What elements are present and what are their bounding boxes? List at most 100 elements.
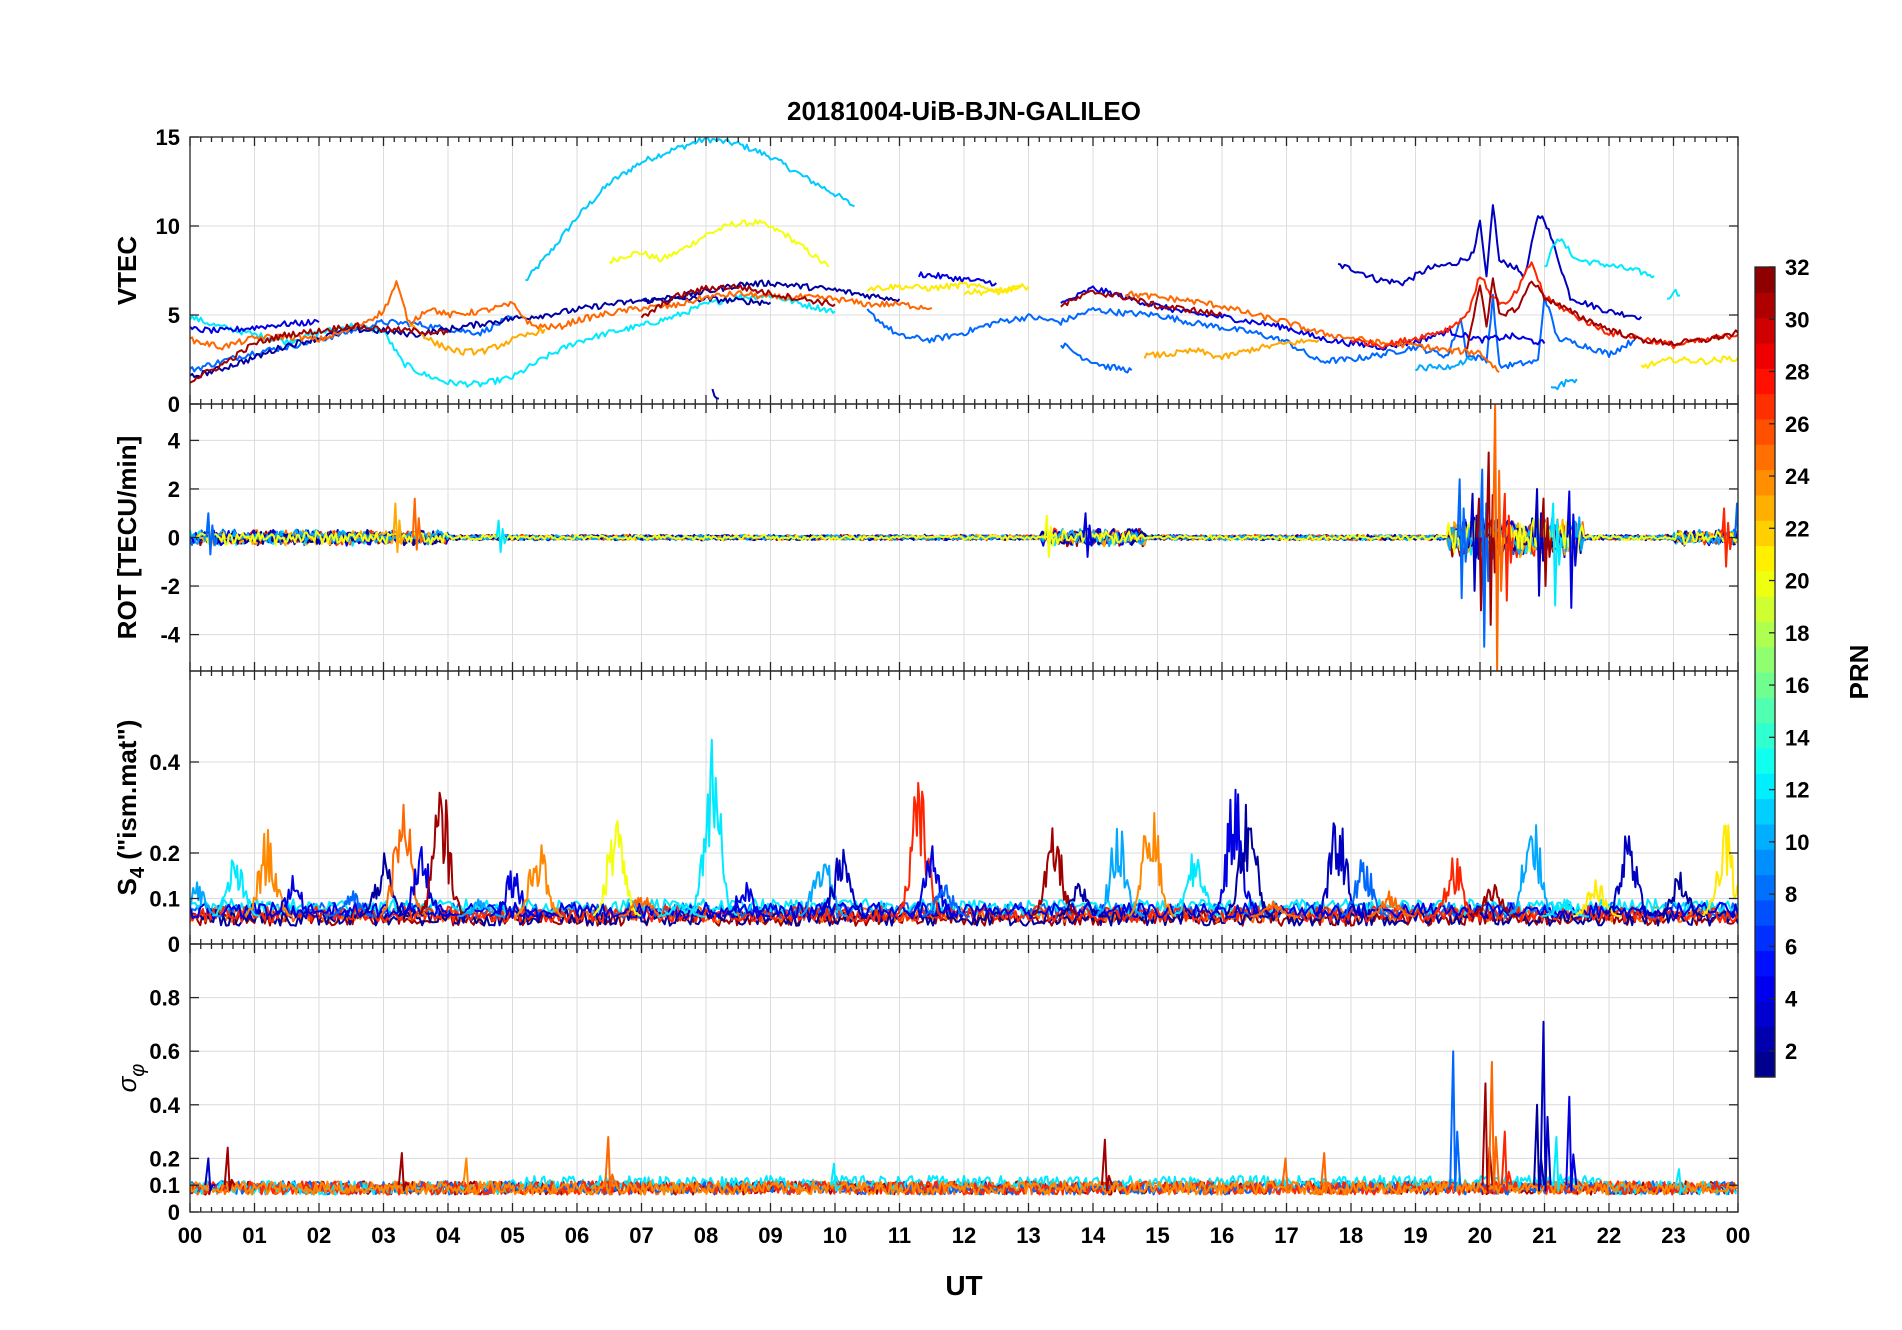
s4-peak [895,781,945,917]
s4-peak [515,844,564,918]
vtec-series-prn8 [1060,342,1133,374]
x-tick-label: 05 [500,1223,524,1248]
sigphi-spike [1500,1130,1513,1192]
s4-peak [618,896,667,918]
vtec-series-prn11 [525,137,855,282]
sigphi-spike [204,1157,216,1192]
colorbar-swatch [1755,823,1775,850]
panel-s4: 00.10.20.4S4 ("ism.mat") [112,670,1739,957]
colorbar-swatch [1755,570,1775,597]
colorbar-swatch [1755,899,1775,926]
sigphi-spike [1674,1168,1687,1192]
x-tick-label: 01 [242,1223,266,1248]
x-tick-label: 20 [1468,1223,1492,1248]
s4-peak [1573,879,1622,918]
colorbar-tick-label: 6 [1785,934,1797,959]
x-tick-label: 10 [823,1223,847,1248]
s4-peak [657,902,706,918]
s4-peak [1057,882,1106,918]
vtec-series-prn25 [190,280,933,351]
colorbar-swatch [1755,1001,1775,1027]
s4-peak [1224,803,1274,918]
y-tick-label: 0.1 [149,887,180,912]
s4-peak [1096,827,1145,917]
panel-rot: -4 -2 0 2 4 ROT [TECU/min] [112,403,1739,672]
y-tick-label: 15 [156,125,180,150]
x-tick-label: 06 [565,1223,589,1248]
vtec-series-prn3 [1337,204,1643,321]
y-label-sub: 4 [127,866,149,878]
y-tick-label: 0 [168,392,180,417]
colorbar-swatch [1755,747,1775,774]
x-tick-label: 17 [1274,1223,1298,1248]
s4-peak [1340,859,1390,918]
y-tick-label: 2 [168,477,180,502]
colorbar-swatch [1755,520,1775,547]
x-ticks-rot [189,404,1739,671]
grid-vtec [190,137,1738,404]
colorbar-swatch [1755,494,1775,521]
s4-peak [360,852,409,918]
sigphi-spike [223,1146,236,1192]
series-rot [190,404,1738,671]
y-tick-label: -4 [160,623,180,648]
x-tick-label: 21 [1532,1223,1556,1248]
colorbar-swatch [1755,368,1775,395]
x-tick-label: 19 [1403,1223,1427,1248]
vtec-series-prn31 [1466,277,1738,350]
vtec-series-prn31 [640,283,836,319]
colorbar-tick-label: 26 [1785,412,1809,437]
s4-peak [721,881,771,918]
x-tick-label: 00 [1726,1223,1750,1248]
rot-event [1485,451,1498,626]
colorbar-tick-label: 24 [1785,464,1810,489]
vtec-series-prn12 [1667,288,1681,300]
x-ticks-sigphi [189,944,1739,1212]
y-label-main: S [112,878,142,895]
vtec-series-prn31 [1060,289,1223,317]
colorbar-swatch [1755,621,1775,648]
rot-event [1469,492,1482,592]
x-tick-label: 12 [952,1223,976,1248]
s4-baseline-prn4 [190,901,1738,920]
colorbar-tick-label: 18 [1785,621,1809,646]
rot-event [1501,492,1514,602]
colorbar-swatch [1755,697,1775,724]
colorbar-swatch [1755,646,1775,673]
y-axis-label-sigphi: σφ [112,1064,149,1093]
colorbar-tick-label: 10 [1785,830,1809,855]
panel-sigphi: 00.10.2 0.4 0.6 0.8 σφ 00 01 02 03 04 05 06 07 08 09 10… [112,943,1750,1248]
vtec-series-prn21 [866,281,1030,294]
chart-title: 20181004-UiB-BJN-GALILEO [787,96,1141,126]
colorbar-tick-label: 4 [1785,987,1798,1012]
vtec-series-prn23 [408,323,546,356]
y-tick-label: 4 [168,428,181,453]
colorbar-swatch [1755,292,1775,319]
colorbar-tick-label: 2 [1785,1039,1797,1064]
sigphi-spike [397,1152,410,1192]
vtec-series-prn12 [1544,238,1655,279]
vtec-series-prn25 [1124,290,1500,373]
y-axis-label-rot: ROT [TECU/min] [112,436,142,640]
rot-event [411,497,424,551]
y-label-sub: φ [127,1064,149,1077]
s4-peak [418,791,467,918]
s4-peak [593,820,642,917]
rot-event [1479,468,1492,648]
colorbar-swatch [1755,1026,1775,1053]
sigphi-spike [1487,1060,1500,1192]
rot-series-prn10 [190,516,1738,557]
x-tick-label: 07 [629,1223,653,1248]
vtec-series-prn21 [963,284,1023,296]
sigphi-spike [830,1162,842,1192]
rot-event [1550,502,1563,607]
x-tick-label: 18 [1339,1223,1363,1248]
panel-vtec: 0 5 10 15 VTEC [112,125,1739,417]
y-tick-label: 0.8 [149,986,180,1011]
x-ticks-s4 [189,671,1739,944]
series-s4 [190,738,1738,927]
colorbar-swatch [1755,393,1775,420]
x-tick-label: 15 [1145,1223,1169,1248]
